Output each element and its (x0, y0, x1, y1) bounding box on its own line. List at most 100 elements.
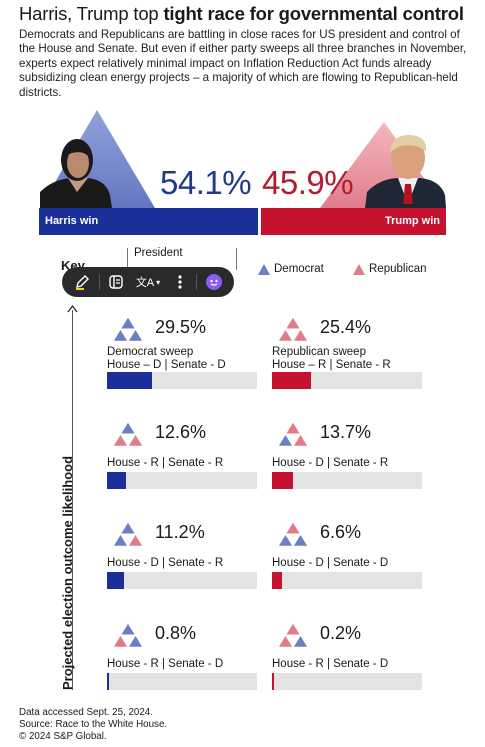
triangle-pres (284, 622, 302, 636)
scenario-bar-track (272, 372, 422, 389)
scenario-description: House – D | Senate - D (107, 359, 226, 371)
scenario-percentage: 25.4% (320, 317, 372, 337)
triangle-senate (292, 432, 308, 447)
triangle-pres (284, 316, 302, 330)
toolbar-divider (196, 274, 198, 290)
sidebar-icon[interactable] (104, 270, 129, 294)
headline: Harris, Trump top tight race for governm… (19, 3, 479, 25)
legend-republican: Republican (353, 263, 427, 275)
scenario-description: House - D | Senate - R (107, 557, 224, 569)
legend-republican-label: Republican (369, 263, 427, 275)
scenario-bar-track (272, 572, 422, 589)
triangle-house (113, 327, 129, 342)
scenario-bar-track (107, 372, 257, 389)
scenario-description: House - R | Senate - D (272, 658, 389, 670)
triangle-house (278, 432, 294, 447)
y-axis-line (72, 310, 73, 690)
triangle-pres (119, 521, 137, 535)
republican-triangle-icon (353, 263, 365, 275)
subtitle: Democrats and Republicans are battling i… (19, 28, 467, 99)
triangle-senate (127, 633, 143, 648)
headline-bold: tight race for governmental control (163, 3, 464, 24)
legend-democrat-label: Democrat (274, 263, 324, 275)
scenario-title: Republican sweep (272, 346, 366, 358)
key-president-label: President (134, 247, 183, 259)
scenario-bar-track (107, 472, 257, 489)
scenario-bar (272, 472, 293, 489)
harris-win-bar: Harris win (39, 208, 258, 235)
footer-copyright: © 2024 S&P Global. (19, 731, 107, 742)
triangle-senate (292, 633, 308, 648)
triangle-house (113, 633, 129, 648)
party-triangle-icon (278, 622, 308, 648)
footer: Data accessed Sept. 25, 2024. Source: Ra… (19, 707, 167, 743)
trump-percentage: 45.9% (262, 164, 354, 201)
scenario-description: House – R | Senate - R (272, 359, 391, 371)
triangle-pres (119, 316, 137, 330)
president-header-graphic (40, 110, 446, 208)
translate-icon[interactable]: 文A ▾ (132, 270, 164, 294)
triangle-pres (284, 421, 302, 435)
triangle-senate (292, 532, 308, 547)
scenario-bar-track (272, 472, 422, 489)
scenario-percentage: 13.7% (320, 422, 372, 442)
triangle-house (278, 633, 294, 648)
scenario-bar (107, 572, 125, 589)
scenario-percentage: 12.6% (155, 422, 207, 442)
legend-democrat: Democrat (258, 263, 324, 275)
scenario-description: House - R | Senate - R (107, 457, 224, 469)
triangle-senate (292, 327, 308, 342)
triangle-pres (284, 521, 302, 535)
scenario-percentage: 29.5% (155, 317, 207, 337)
party-triangle-icon (113, 316, 143, 342)
scenario-bar-track (272, 673, 422, 690)
scenario-percentage: 0.8% (155, 623, 197, 643)
party-triangle-icon (113, 521, 143, 547)
floating-toolbar: 文A ▾ (62, 267, 234, 297)
scenario-percentage: 6.6% (320, 522, 362, 542)
scenario-percentage: 11.2% (155, 522, 205, 542)
triangle-senate (127, 532, 143, 547)
chevron-down-icon: ▾ (156, 277, 161, 287)
scenario-bar-track (107, 673, 257, 690)
scenario-bar (107, 673, 109, 690)
scenario-bar (107, 372, 153, 389)
party-triangle-icon (278, 316, 308, 342)
scenario-description: House - D | Senate - R (272, 457, 389, 469)
triangle-senate (127, 432, 143, 447)
harris-portrait (40, 139, 112, 208)
harris-percentage: 54.1% (160, 164, 252, 201)
scenario-description: House - D | Senate - D (272, 557, 389, 569)
party-triangle-icon (278, 421, 308, 447)
scenario-bar (107, 472, 127, 489)
triangle-pres (119, 421, 137, 435)
triangle-house (113, 532, 129, 547)
scenario-bar (272, 372, 311, 389)
key-bracket-right (236, 248, 237, 270)
democrat-triangle-icon (258, 263, 270, 275)
pen-icon[interactable] (70, 270, 95, 294)
triangle-house (278, 532, 294, 547)
y-axis-label: Projected election outcome likelihood (60, 455, 75, 690)
scenario-bar (272, 572, 283, 589)
triangle-senate (127, 327, 143, 342)
party-triangle-icon (278, 521, 308, 547)
scenario-bar-track (107, 572, 257, 589)
key-bracket-left (127, 248, 128, 270)
assistant-icon[interactable] (201, 270, 226, 294)
footer-accessed: Data accessed Sept. 25, 2024. (19, 707, 153, 718)
party-triangle-icon (113, 622, 143, 648)
triangle-house (113, 432, 129, 447)
trump-portrait (365, 134, 446, 208)
scenario-percentage: 0.2% (320, 623, 362, 643)
more-icon[interactable] (168, 270, 193, 294)
scenario-bar (272, 673, 274, 690)
arrow-up-icon (67, 304, 78, 313)
headline-regular: Harris, Trump top (19, 3, 164, 24)
toolbar-divider (98, 274, 100, 290)
translate-glyph: 文A (135, 277, 155, 289)
trump-win-bar: Trump win (261, 208, 446, 235)
footer-source: Source: Race to the White House. (19, 719, 168, 730)
party-triangle-icon (113, 421, 143, 447)
scenario-title: Democrat sweep (107, 346, 194, 358)
